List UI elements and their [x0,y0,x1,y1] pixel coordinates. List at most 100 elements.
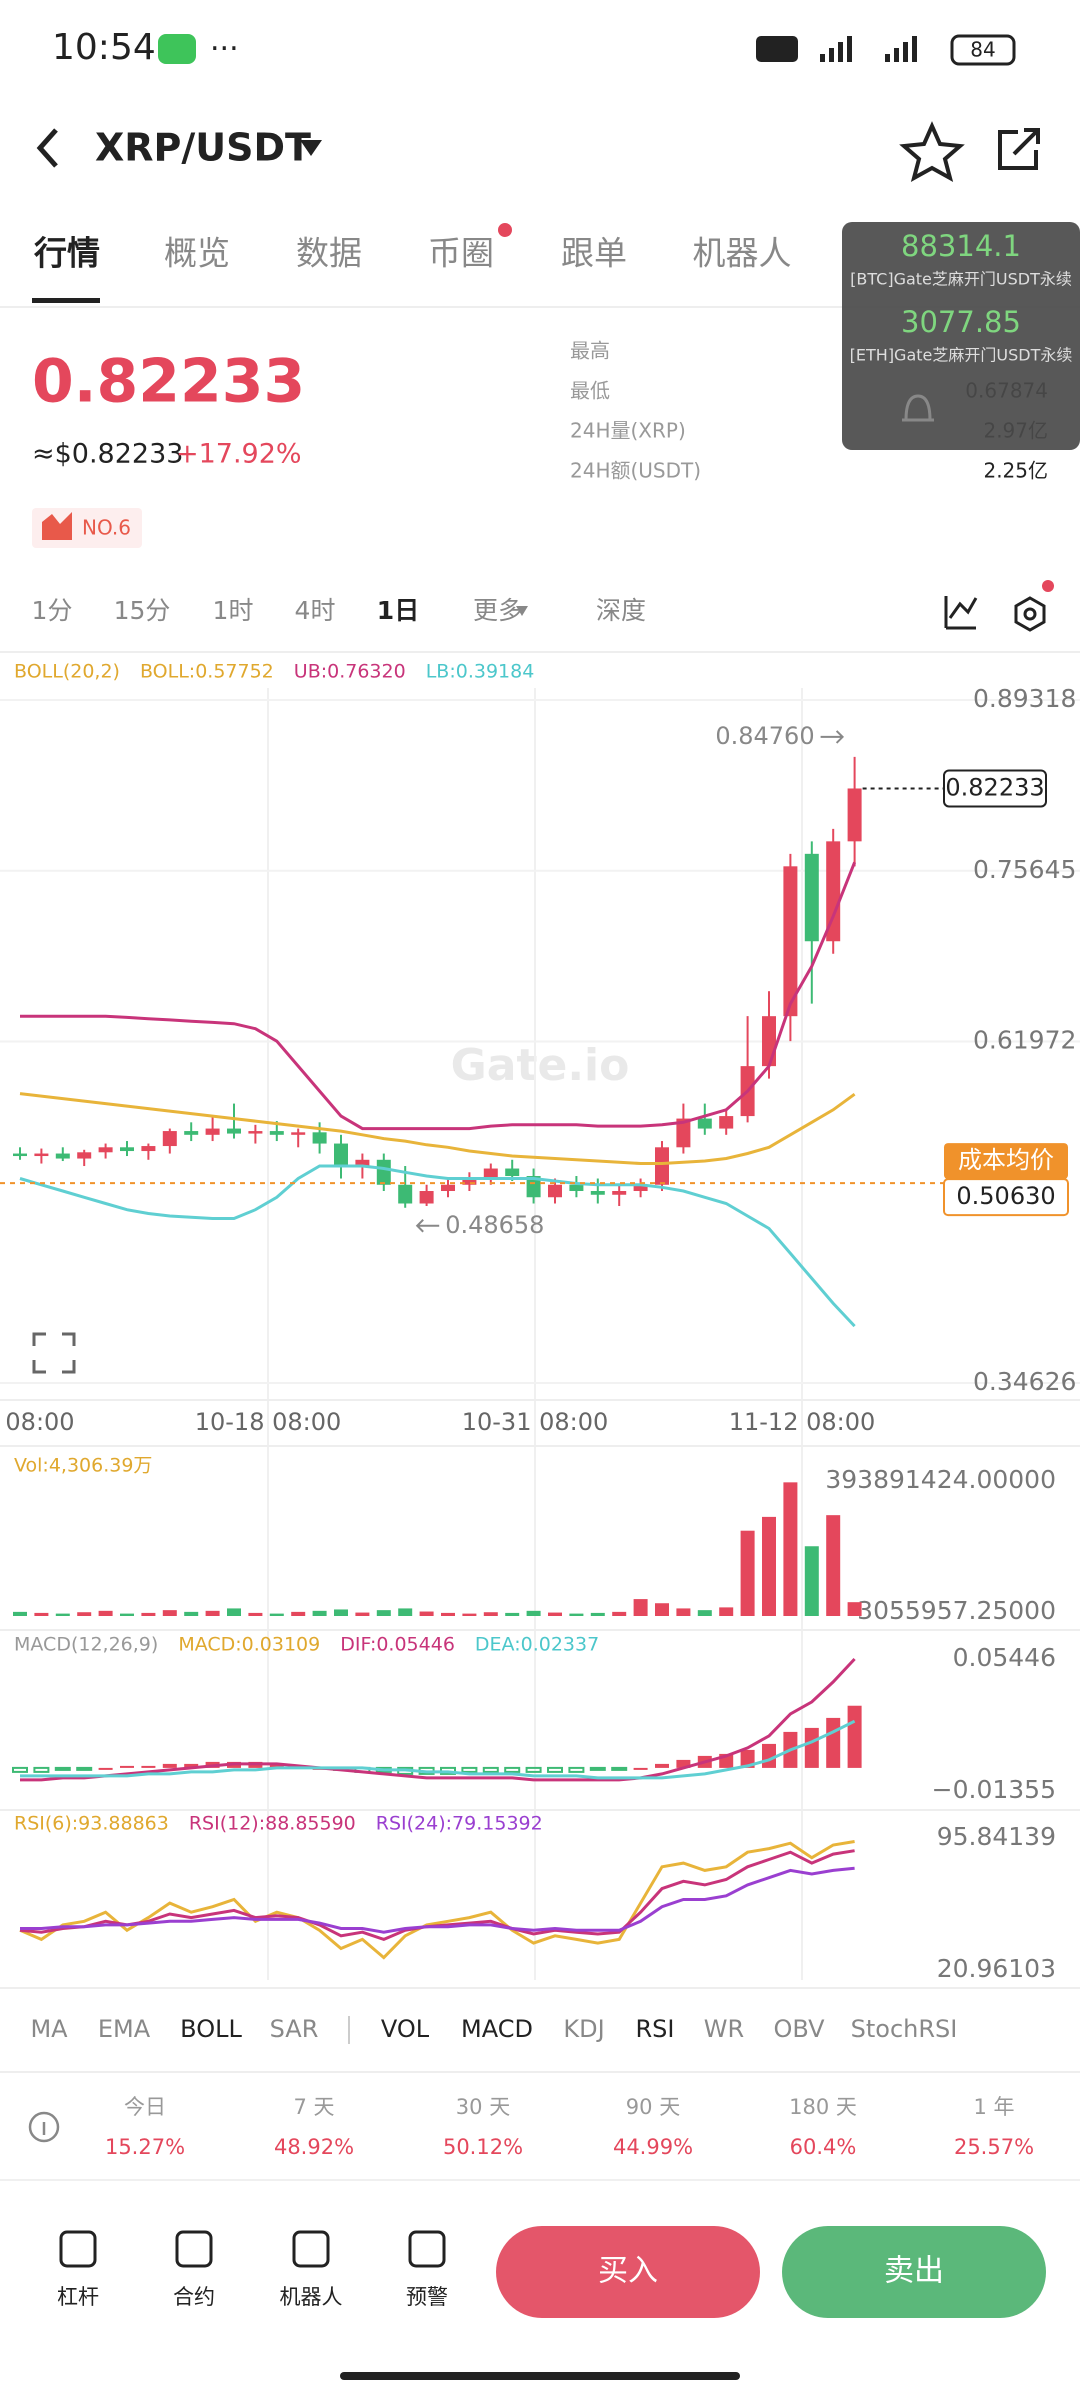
nav-label[interactable]: 机器人 [280,2285,343,2309]
macd-bar [633,1767,648,1770]
candle-body [269,1131,284,1135]
bell-icon[interactable] [902,394,934,422]
timeframe[interactable]: 更多 [473,596,523,625]
macd-bar [33,1766,50,1773]
boll-line [20,861,856,1131]
rsi-line [19,1840,855,1960]
candle-body [248,1131,263,1134]
indicator-tab[interactable]: VOL [381,2015,430,2043]
wechat-icon [158,34,196,64]
macd-line [20,1657,856,1782]
indicator-tab[interactable]: BOLL [180,2015,242,2043]
volume-bar [227,1608,241,1616]
volume-bar [783,1482,798,1616]
x-tick-label: 10-18 08:00 [195,1408,342,1436]
stat-label: 24H额(USDT) [570,459,701,483]
cost-title: 成本均价 [958,1146,1054,1174]
indicator-icon[interactable] [944,596,978,630]
tab[interactable]: 跟单 [561,234,627,273]
volume-bar [526,1610,541,1616]
stat-value: 2.25亿 [983,459,1048,483]
nav-label[interactable]: 合约 [173,2285,215,2309]
stat-label: 最低 [570,379,610,403]
buy-label[interactable]: 买入 [598,2254,658,2289]
status-time: 10:54 [52,27,156,68]
indicator-tab[interactable]: KDJ [563,2015,604,2043]
floating-price[interactable]: 3077.85 [901,305,1021,339]
last-price-label: 0.82233 [945,773,1044,801]
pair-dropdown[interactable] [300,140,322,156]
timeframe[interactable]: 1日 [377,596,419,625]
nav-label[interactable]: 杠杆 [57,2285,99,2309]
tab[interactable]: 币圈 [428,234,494,273]
candle-body [569,1184,584,1192]
indicator-tab[interactable]: OBV [773,2015,825,2043]
tab[interactable]: 行情 [33,234,100,273]
sell-label[interactable]: 卖出 [884,2254,944,2289]
indicator-legend: RSI(24):79.15392 [376,1813,543,1835]
stat-label: 24H量(XRP) [570,419,686,443]
floating-name[interactable]: [BTC]Gate芝麻开门USDT永续 [850,270,1072,289]
volume-bar [740,1530,755,1616]
low-label: 0.48658 [445,1211,544,1239]
indicator-tab[interactable]: StochRSI [851,2015,958,2043]
indicator-tab[interactable]: SAR [270,2015,319,2043]
back-button[interactable] [36,128,58,168]
buy-button[interactable] [496,2226,760,2318]
volume-bar [205,1610,220,1616]
indicator-legend: BOLL:0.57752 [140,661,274,683]
boll-line [19,1092,856,1165]
macd-bar [568,1766,585,1773]
period-value: 15.27% [105,2135,185,2159]
volume-bar [804,1546,819,1616]
indicator-legend: LB:0.39184 [426,661,535,683]
indicator-legend: MACD:0.03109 [178,1634,320,1656]
tab[interactable]: 概览 [164,234,230,273]
timeframe[interactable]: 15分 [114,596,171,625]
favorite-button[interactable] [899,121,965,183]
more-arrow [516,606,528,616]
timeframe[interactable]: 4时 [295,596,336,625]
candle-body [847,788,862,842]
indicator-tab[interactable]: EMA [98,2015,151,2043]
timeframe[interactable]: 1分 [32,596,73,625]
pair-title[interactable]: XRP/USDT [95,126,311,170]
settings-icon[interactable] [1014,596,1046,632]
candle-body [762,1016,776,1067]
indicator-tab[interactable]: WR [704,2015,744,2043]
nav-icon[interactable] [292,2230,330,2268]
nav-label[interactable]: 预警 [406,2285,448,2309]
macd-bar [762,1743,776,1768]
indicator-tab[interactable]: RSI [636,2015,675,2043]
fullscreen-button[interactable] [32,1332,76,1374]
period-label: 今日 [124,2095,166,2119]
volume-bar [162,1610,177,1616]
indicator-tab[interactable]: MACD [461,2015,533,2043]
candle-body [312,1132,327,1144]
floating-window[interactable] [842,222,1080,450]
stat-label: 最高 [570,339,610,363]
rank-icon [42,512,72,540]
floating-price[interactable]: 88314.1 [901,229,1021,263]
nav-icon[interactable] [408,2230,446,2268]
volume-bar [34,1612,49,1616]
candle-body [826,841,841,942]
nav-icon[interactable] [175,2230,213,2268]
timeframe[interactable]: 深度 [596,596,646,625]
candle-body [291,1132,306,1135]
tab[interactable]: 数据 [296,234,362,273]
candle-body [697,1118,712,1129]
macd-bar [804,1727,819,1768]
timeframe[interactable]: 1时 [213,596,254,625]
info-icon[interactable] [28,2111,60,2143]
sell-button[interactable] [782,2226,1046,2318]
floating-name[interactable]: [ETH]Gate芝麻开门USDT永续 [850,346,1073,365]
nav-icon[interactable] [59,2230,97,2268]
candle-body [462,1178,477,1185]
indicator-tab[interactable]: MA [30,2015,68,2043]
share-button[interactable] [998,128,1040,170]
macd-bar [12,1766,28,1773]
tab[interactable]: 机器人 [693,234,792,273]
volume-bar [505,1612,520,1616]
